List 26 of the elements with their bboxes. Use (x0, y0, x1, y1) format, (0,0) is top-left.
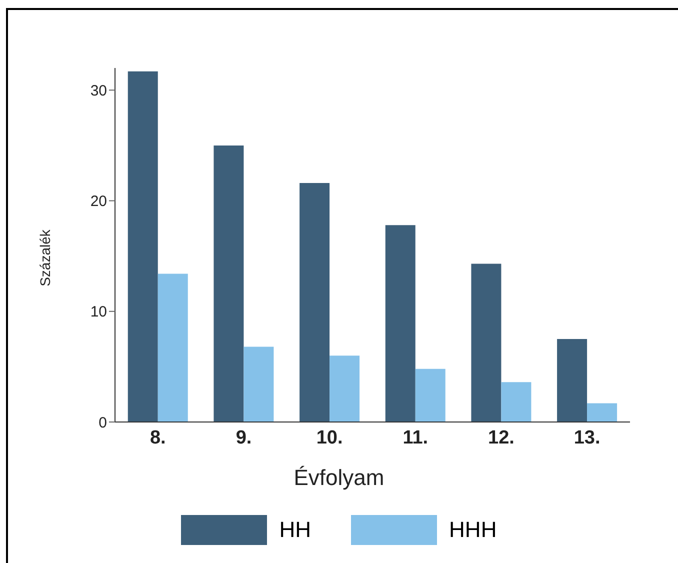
bar (471, 264, 502, 422)
x-tick-label: 11. (402, 427, 428, 448)
bar (244, 346, 274, 422)
x-axis-title: Évfolyam (292, 465, 386, 491)
y-axis-title: Százalék (37, 228, 53, 288)
legend-label: HH (279, 517, 312, 543)
bar (300, 183, 330, 422)
bar (385, 225, 416, 422)
bar (330, 356, 360, 422)
bar (128, 71, 158, 422)
bar (415, 368, 446, 422)
x-tick-label: 10. (316, 427, 343, 448)
bar (158, 274, 188, 422)
bar (501, 382, 532, 422)
x-tick-label: 13. (574, 427, 600, 448)
bar (587, 403, 618, 422)
y-tick-label: 20 (90, 193, 107, 210)
x-tick-label: 12. (488, 427, 514, 448)
y-tick-label: 10 (90, 304, 107, 321)
x-tick-label: 9. (236, 427, 252, 448)
y-tick-label: 0 (98, 414, 107, 432)
x-tick-label: 8. (150, 427, 166, 448)
legend-label: HHH (449, 517, 497, 543)
bar (214, 145, 244, 422)
y-tick-label: 30 (90, 82, 107, 100)
bar (557, 339, 588, 422)
